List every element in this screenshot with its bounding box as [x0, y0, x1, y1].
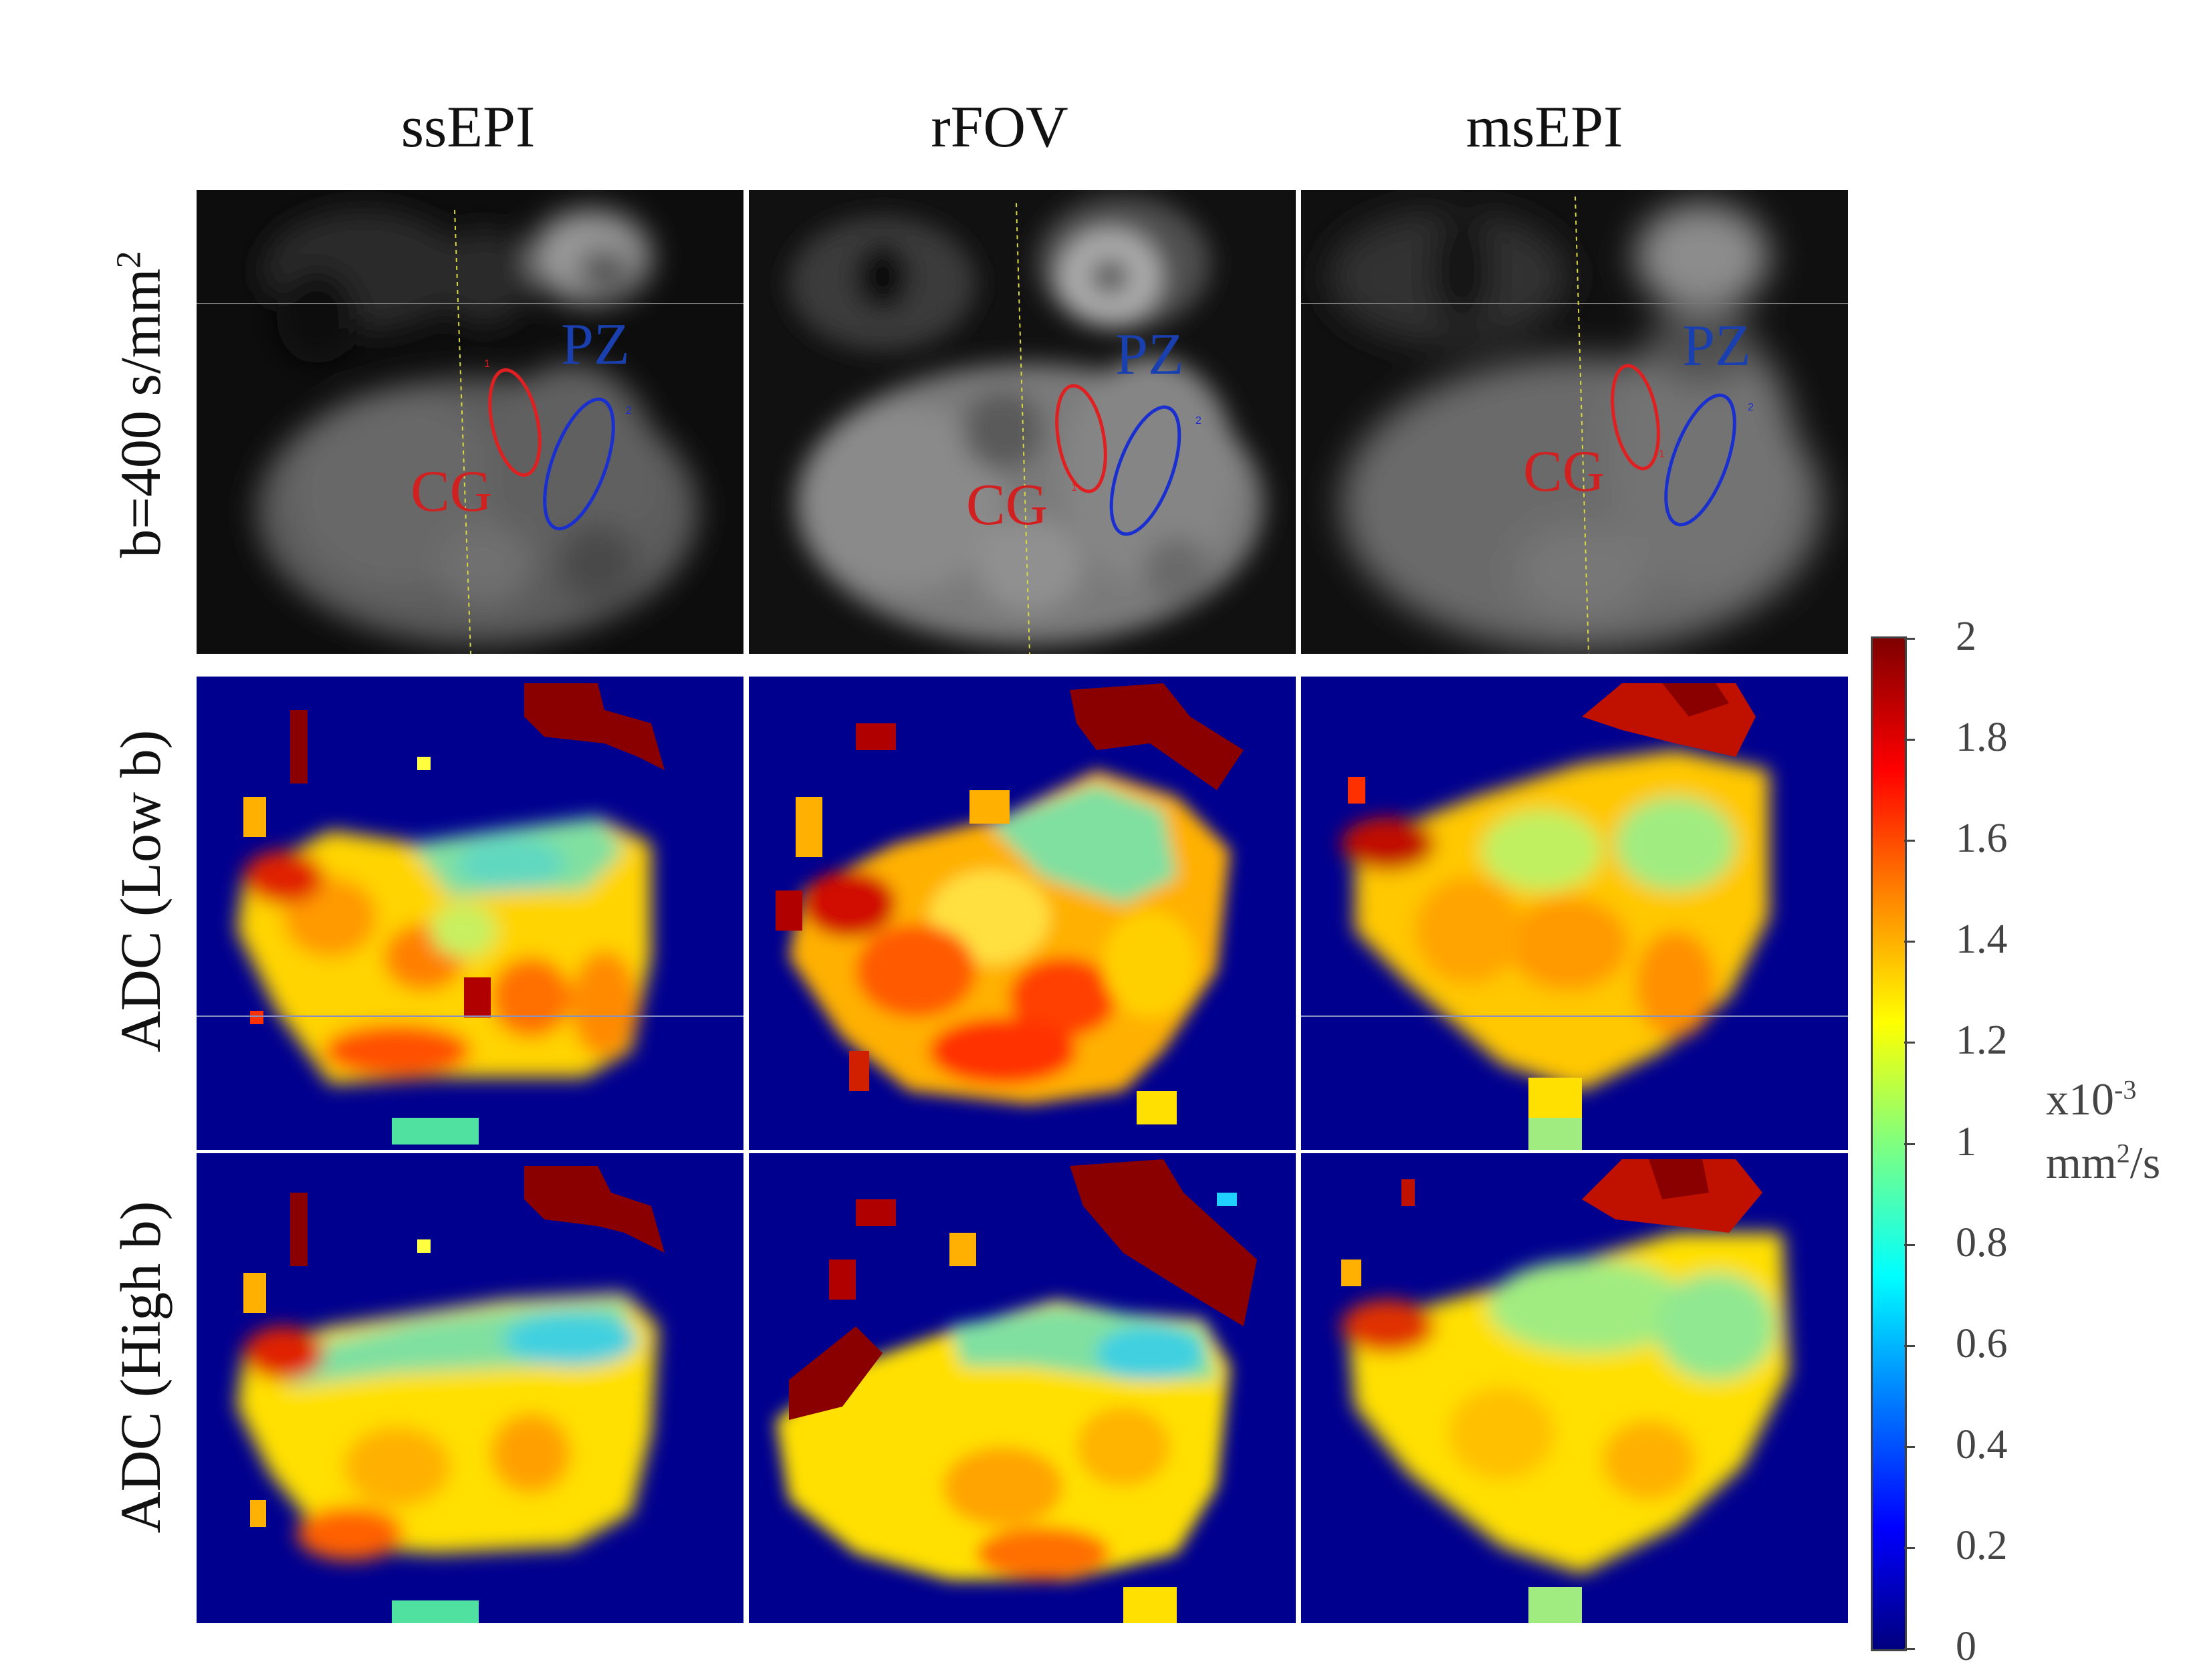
colorbar-tick-label: 0.2 [1956, 1522, 2008, 1568]
row-title-adc-low: ADC (Low b) [108, 729, 172, 1053]
colorbar-tick-mark [1904, 1344, 1915, 1347]
row-title-b400: b=400 s/mm2 [108, 251, 172, 558]
adc-high-map-ssepi [197, 1153, 743, 1623]
colorbar-tick-label: 2 [1956, 614, 1976, 659]
column-title-rfov: rFOV [931, 95, 1068, 160]
column-title-ssepi: ssEPI [400, 95, 536, 160]
roi-pz-number: 2 [1195, 415, 1201, 427]
roi-pz-ellipse [543, 397, 615, 531]
roi-cg-ellipse [1611, 364, 1660, 471]
colorbar-tick-label: 1.8 [1956, 715, 2008, 761]
colorbar-tick-mark [1904, 1445, 1915, 1448]
roi-cg-number: 1 [484, 358, 490, 370]
adc-high-map-msepi [1301, 1153, 1848, 1623]
colorbar-tick-label: 1.6 [1956, 816, 2008, 862]
roi-pz-ellipse [1664, 393, 1736, 527]
roi-pz-label: PZ [1682, 314, 1751, 378]
colorbar-unit-scale: x10-3 [2046, 1074, 2137, 1124]
roi-pz-number: 2 [626, 405, 632, 416]
colorbar-tick-mark [1904, 1648, 1915, 1650]
roi-cg-label: CG [966, 473, 1048, 537]
colorbar-tick-mark [1904, 739, 1915, 741]
roi-cg-number: 1 [1071, 482, 1077, 493]
colorbar-tick-label: 0.4 [1956, 1421, 2008, 1467]
colorbar-tick-label: 1 [1956, 1118, 1976, 1165]
adc-low-map-rfov [749, 677, 1296, 1150]
panel-divider [745, 190, 749, 1623]
colorbar-tick-label: 0.6 [1956, 1320, 2008, 1366]
roi-cg-label: CG [1523, 439, 1605, 504]
roi-cg-ellipse [488, 368, 542, 477]
roi-cg-number: 1 [1659, 449, 1665, 460]
adc-low-map-msepi [1301, 677, 1848, 1150]
roi-pz-label: PZ [561, 312, 630, 377]
colorbar-unit-mm2s: mm2/s [2046, 1137, 2161, 1188]
column-title-msepi: msEPI [1466, 95, 1623, 160]
roi-cg-label: CG [411, 459, 492, 524]
dwi-image-msepi: CG PZ 1 2 [1301, 190, 1848, 654]
dwi-image-ssepi: CG PZ 1 2 [197, 190, 743, 654]
colorbar-tick-label: 0 [1956, 1624, 1976, 1669]
row-title-adc-high: ADC (High b) [108, 1201, 172, 1534]
panel-divider [197, 1150, 1848, 1153]
panel-divider [1297, 190, 1301, 1623]
colorbar-tick-mark [1904, 1546, 1915, 1549]
colorbar-tick-label: 0.8 [1956, 1219, 2008, 1266]
colorbar-tick-mark [1904, 1143, 1915, 1145]
adc-high-map-rfov [749, 1153, 1296, 1623]
colorbar-tick-mark [1904, 1243, 1915, 1246]
roi-cg-ellipse [1055, 384, 1107, 493]
colorbar-tick-mark [1904, 941, 1915, 943]
colorbar-tick-mark [1904, 638, 1915, 640]
colorbar-tick-mark [1904, 1042, 1915, 1044]
roi-pz-number: 2 [1748, 402, 1754, 413]
colorbar-tick-label: 1.2 [1956, 1017, 2008, 1064]
roi-pz-ellipse [1109, 405, 1181, 536]
roi-pz-label: PZ [1115, 322, 1184, 387]
adc-low-map-ssepi [197, 677, 743, 1150]
dwi-image-rfov: CG PZ 1 2 [749, 190, 1296, 654]
colorbar-tick-label: 1.4 [1956, 917, 2008, 963]
colorbar-tick-mark [1904, 840, 1915, 842]
colorbar [1871, 636, 1907, 1651]
